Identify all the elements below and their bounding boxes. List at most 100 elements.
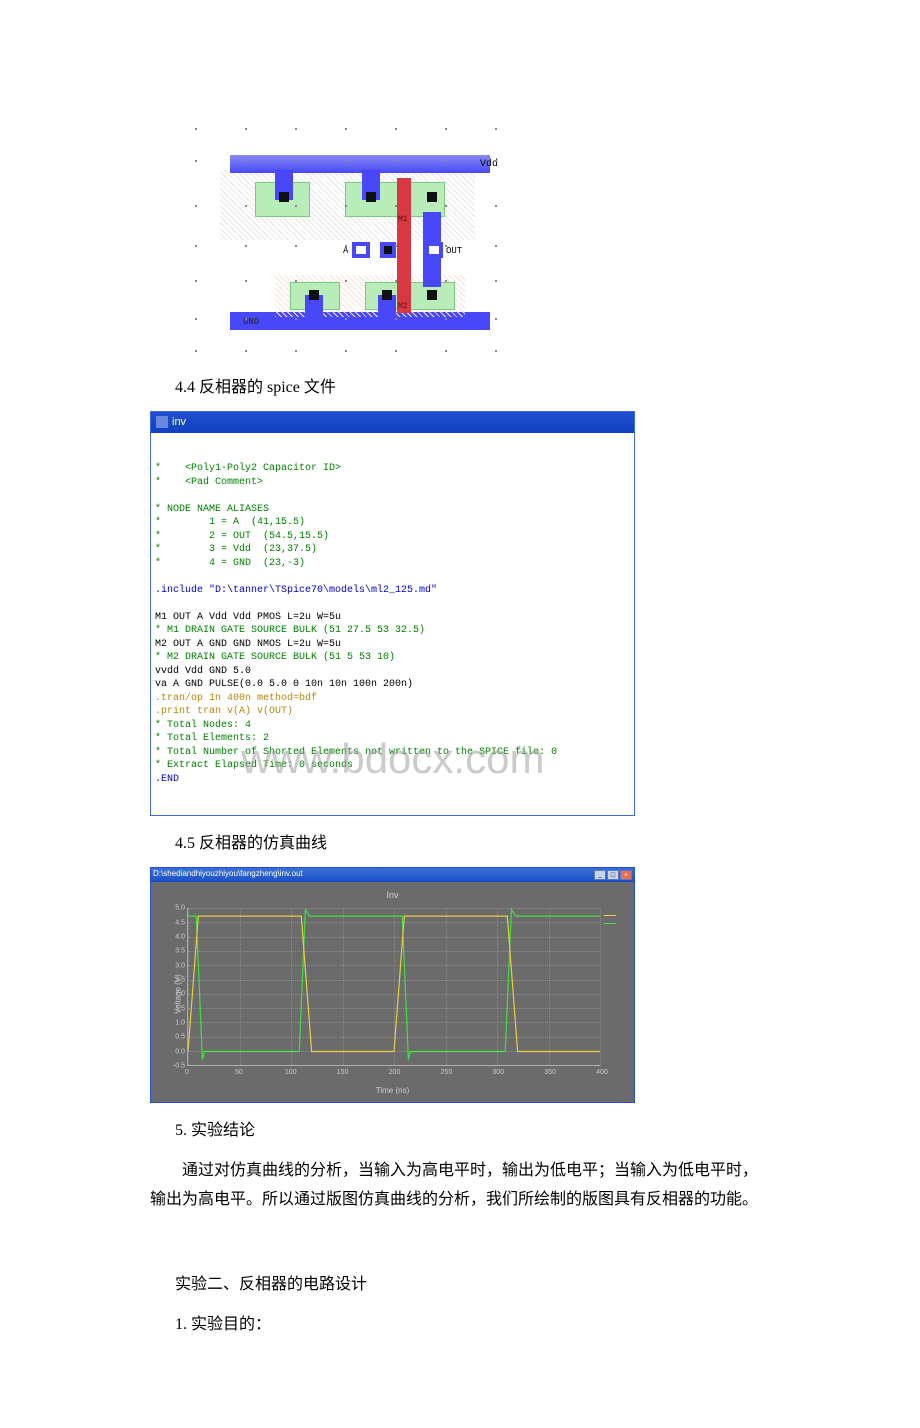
ytick-label: 3.0 [167,960,185,971]
grid-dot [495,318,497,320]
spice-titlebar: inv [151,412,634,434]
doc-icon [156,416,168,428]
minimize-button[interactable]: _ [594,870,606,880]
spice-line: * 4 = GND (23,-3) [155,557,630,571]
grid-dot [495,280,497,282]
ytick-label: 4.0 [167,931,185,942]
sim-titlebar: D:\shediandhiyouzhiyou\fangzheng\inv.out… [151,868,634,882]
contact [382,290,392,300]
ytick-label: 1.5 [167,1003,185,1014]
gridline-v [188,908,189,1065]
grid-dot [395,205,397,207]
legend-item [604,920,624,926]
grid-dot [195,160,197,162]
grid-dot [345,160,347,162]
gridline-v [240,908,241,1065]
spice-line: .include "D:\tanner\TSpice70\models\ml2_… [155,584,630,598]
spice-line: .tran/op 1n 400n method=bdf [155,692,630,706]
ytick-label: 0.5 [167,1032,185,1043]
grid-dot [395,318,397,320]
ytick-label: 2.5 [167,974,185,985]
gridline-v [343,908,344,1065]
gridline-v [394,908,395,1065]
pin-out-cut [429,246,439,254]
contact [427,290,437,300]
grid-dot [295,245,297,247]
grid-dot [195,128,197,130]
grid-dot [295,205,297,207]
spice-line: * M2 DRAIN GATE SOURCE BULK (51 5 53 10) [155,651,630,665]
ytick-label: 4.5 [167,917,185,928]
spice-body: * <Poly1-Poly2 Capacitor ID>* <Pad Comme… [151,433,634,815]
sim-title: D:\shediandhiyouzhiyou\fangzheng\inv.out [153,868,303,881]
grid-dot [245,318,247,320]
grid-dot [495,245,497,247]
grid-dot [245,160,247,162]
layout-label-m2: M2 [398,301,408,314]
sim-window: D:\shediandhiyouzhiyou\fangzheng\inv.out… [150,867,635,1103]
window-buttons: _ □ × [594,870,632,880]
spice-line: .print tran v(A) v(OUT) [155,705,630,719]
grid-dot [345,318,347,320]
grid-dot [445,205,447,207]
contact [309,290,319,300]
sim-axes [187,908,600,1066]
grid-dot [345,205,347,207]
grid-dot [495,128,497,130]
ytick-label: -0.5 [167,1061,185,1072]
spice-line: * Extract Elapsed Time: 0 seconds [155,759,630,773]
grid-dot [345,128,347,130]
grid-dot [345,350,347,352]
grid-dot [395,128,397,130]
spice-window: inv * <Poly1-Poly2 Capacitor ID>* <Pad C… [150,411,635,817]
spice-line: * NODE NAME ALIASES [155,503,630,517]
spice-line: * Total Nodes: 4 [155,719,630,733]
legend-swatch [604,923,616,924]
grid-dot [445,128,447,130]
maximize-button[interactable]: □ [607,870,619,880]
grid-dot [495,205,497,207]
grid-dot [245,128,247,130]
xtick-label: 250 [441,1067,453,1078]
xtick-label: 100 [285,1067,297,1078]
grid-dot [295,128,297,130]
gridline-v [549,908,550,1065]
grid-dot [445,318,447,320]
grid-dot [245,280,247,282]
sim-xlabel: Time (ns) [159,1085,626,1098]
spice-line: * Total Number of Shorted Elements not w… [155,746,630,760]
spice-line: * 3 = Vdd (23,37.5) [155,543,630,557]
spice-line [155,570,630,584]
spice-line: * 2 = OUT (54.5,15.5) [155,530,630,544]
gridline-v [497,908,498,1065]
grid-dot [295,160,297,162]
sim-plot: Voltage (V) 5.04.54.03.53.02.52.01.51.00… [159,904,626,1084]
grid-dot [195,318,197,320]
grid-dot [495,350,497,352]
heading-4-5: 4.5 反相器的仿真曲线 [175,831,770,857]
legend-swatch [604,915,616,916]
contact [427,192,437,202]
spice-line: .END [155,773,630,787]
grid-dot [345,280,347,282]
spice-line: * 1 = A (41,15.5) [155,516,630,530]
spice-line: * <Poly1-Poly2 Capacitor ID> [155,462,630,476]
heading-5: 5. 实验结论 [175,1118,770,1144]
ytick-label: 1.0 [167,1017,185,1028]
spice-line: M2 OUT A GND GND NMOS L=2u W=5u [155,638,630,652]
spice-line: vvdd Vdd GND 5.0 [155,665,630,679]
grid-dot [445,160,447,162]
spice-line: va A GND PULSE(0.0 5.0 0 10n 10n 100n 20… [155,678,630,692]
xtick-label: 400 [596,1067,608,1078]
sim-legend [604,912,624,928]
heading-exp2: 实验二、反相器的电路设计 [175,1272,770,1298]
grid-dot [445,280,447,282]
grid-dot [245,350,247,352]
close-button[interactable]: × [620,870,632,880]
gridline-v [600,908,601,1065]
vdd-rail-light [230,155,490,173]
legend-item [604,912,624,918]
ytick-label: 3.5 [167,946,185,957]
grid-dot [245,205,247,207]
layout-figure: // we will build dots via JS after bindi… [180,120,520,360]
